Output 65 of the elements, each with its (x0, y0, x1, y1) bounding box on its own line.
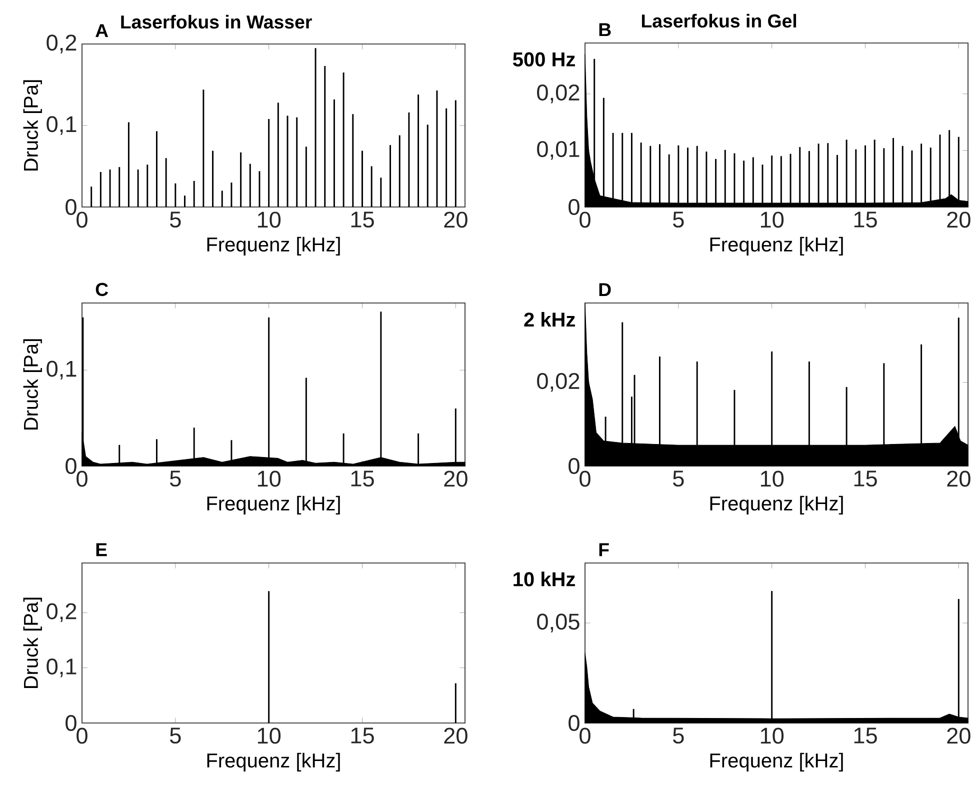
text: A (96, 24, 108, 38)
x-tick-label: 0 (580, 470, 590, 487)
x-tick-label: 10 (760, 212, 784, 228)
x-axis-title: Frequenz [kHz] (207, 236, 340, 256)
y-tick-label: 0 (66, 458, 76, 474)
y-tick-label: 0 (568, 458, 580, 474)
y-tick-label: 0,1 (46, 658, 76, 678)
x-tick-label: 15 (854, 728, 877, 744)
x-tick-label: 5 (673, 728, 684, 744)
y-tick-label: 0,1 (46, 360, 76, 380)
x-axis-title: Frequenz [kHz] (710, 236, 843, 256)
x-axis-title: Frequenz [kHz] (207, 752, 340, 772)
y-tick-label: 0 (66, 714, 76, 732)
x-tick-label: 20 (444, 212, 468, 228)
x-tick-label: 5 (673, 470, 684, 487)
x-tick-label: 10 (760, 728, 784, 744)
x-tick-label: 0 (76, 470, 88, 487)
x-tick-label: 5 (673, 212, 684, 228)
y-axis-title: Druck [Pa] (23, 339, 42, 430)
text: C (96, 282, 108, 296)
x-tick-label: 5 (170, 728, 181, 744)
text: D (599, 283, 611, 296)
y-axis-title: Druck [Pa] (23, 598, 42, 688)
x-tick-label: 5 (170, 212, 181, 228)
x-tick-label: 15 (351, 470, 374, 487)
y-tick-label: 0,01 (537, 141, 580, 160)
y-tick-label: 0,05 (537, 614, 580, 632)
x-tick-label: 15 (854, 212, 877, 228)
x-tick-label: 0 (580, 212, 590, 228)
x-axis-title: Frequenz [kHz] (207, 496, 340, 515)
text: 500 Hz (512, 52, 575, 66)
text: E (96, 543, 107, 556)
x-axis-title: Frequenz [kHz] (710, 496, 843, 515)
y-tick-label: 0 (66, 198, 76, 216)
x-tick-label: 20 (947, 212, 970, 228)
chart-title: Laserfokus in Wasser (121, 14, 312, 29)
x-tick-label: 5 (170, 470, 181, 487)
x-tick-label: 15 (351, 212, 374, 228)
x-tick-label: 0 (76, 212, 88, 228)
x-tick-label: 10 (258, 212, 281, 228)
x-tick-label: 15 (351, 728, 374, 744)
y-tick-label: 0 (568, 714, 580, 732)
x-tick-label: 20 (444, 728, 468, 744)
x-tick-label: 0 (580, 728, 590, 744)
x-tick-label: 15 (854, 470, 877, 487)
y-axis-title: Druck [Pa] (23, 80, 42, 171)
y-tick-label: 0,2 (46, 603, 76, 622)
y-tick-label: 0,2 (46, 34, 76, 54)
x-tick-label: 10 (258, 728, 281, 744)
chart-title: Laserfokus in Gel (642, 14, 796, 28)
text: 10 kHz (514, 572, 575, 586)
x-axis-title: Frequenz [kHz] (710, 752, 843, 772)
x-tick-label: 10 (258, 470, 281, 487)
x-tick-label: 20 (947, 470, 970, 487)
x-tick-label: 20 (947, 728, 970, 744)
x-tick-label: 0 (76, 728, 88, 744)
text: B (599, 23, 611, 36)
y-tick-label: 0,02 (537, 373, 580, 392)
y-tick-label: 0 (568, 198, 580, 216)
text: F (599, 543, 609, 556)
y-tick-label: 0,1 (46, 116, 76, 135)
x-tick-label: 20 (444, 470, 468, 487)
text: 2 kHz (524, 312, 575, 327)
y-tick-label: 0,02 (537, 84, 580, 104)
x-tick-label: 10 (760, 470, 784, 487)
